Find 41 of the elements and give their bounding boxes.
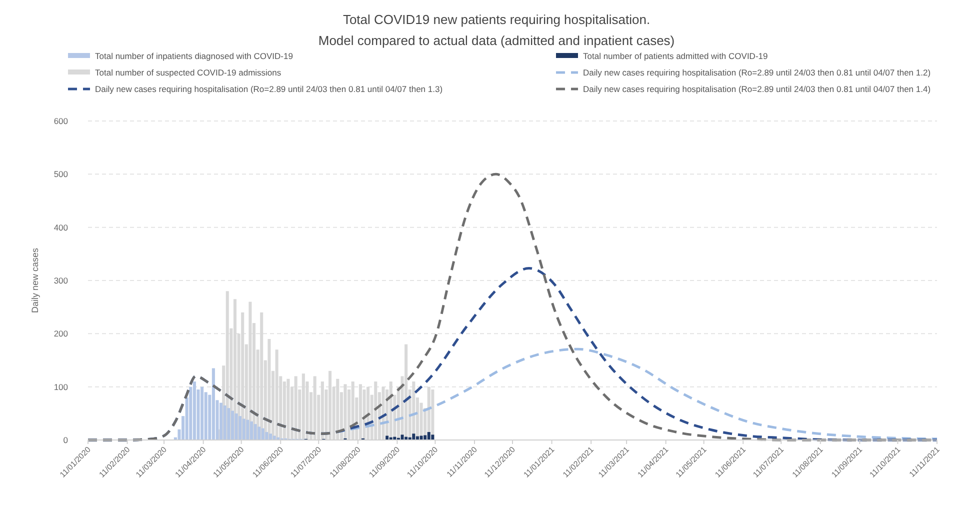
legend-label: Daily new cases requiring hospitalisation (Ro=2.89 until 24/03 then 0.81 until 04/07 then 1.4) xyxy=(583,84,931,94)
chart-title: Total COVID19 new patients requiring hospitalisation. xyxy=(342,12,650,27)
bar xyxy=(246,420,250,440)
bar xyxy=(424,435,427,440)
bar xyxy=(420,436,423,440)
y-tick-label: 400 xyxy=(54,222,68,232)
y-axis-title: Daily new cases xyxy=(30,247,40,314)
bar xyxy=(234,413,238,440)
y-tick-label: 0 xyxy=(63,435,68,445)
bar xyxy=(427,432,430,440)
bar xyxy=(272,436,276,440)
y-tick-label: 200 xyxy=(54,328,68,339)
bar xyxy=(261,428,264,440)
legend-label: Total number of inpatients diagnosed with COVID-19 xyxy=(95,51,294,61)
bar xyxy=(254,424,257,440)
legend-label: Total number of patients admitted with COVID-19 xyxy=(583,51,768,61)
bar xyxy=(242,418,246,440)
bar xyxy=(400,434,404,440)
legend-label: Daily new cases requiring hospitalisation (Ro=2.89 until 24/03 then 0.81 until 04/07 then 1.3) xyxy=(95,84,443,94)
bar xyxy=(230,410,234,440)
chart-subtitle: Model compared to actual data (admitted and inpatient cases) xyxy=(318,33,675,48)
bar xyxy=(238,416,242,440)
y-tick-label: 500 xyxy=(54,169,68,180)
bar xyxy=(192,382,196,440)
bar xyxy=(223,405,226,440)
y-tick-label: 600 xyxy=(54,116,68,126)
bar xyxy=(431,434,434,440)
y-tick-label: 300 xyxy=(54,276,68,286)
y-tick-label: 100 xyxy=(54,382,68,392)
bar xyxy=(386,436,389,440)
legend-label: Total number of suspected COVID-19 admissions xyxy=(95,68,282,78)
bar xyxy=(250,421,253,440)
legend-label: Daily new cases requiring hospitalisation (Ro=2.89 until 24/03 then 0.81 until 04/07 then 1.2) xyxy=(583,68,931,78)
bar xyxy=(220,402,223,440)
bar xyxy=(212,368,215,440)
bar xyxy=(265,432,268,440)
bar xyxy=(200,386,204,440)
bar xyxy=(412,434,416,440)
bar xyxy=(268,434,272,440)
bar xyxy=(258,426,261,440)
bar xyxy=(227,408,230,440)
